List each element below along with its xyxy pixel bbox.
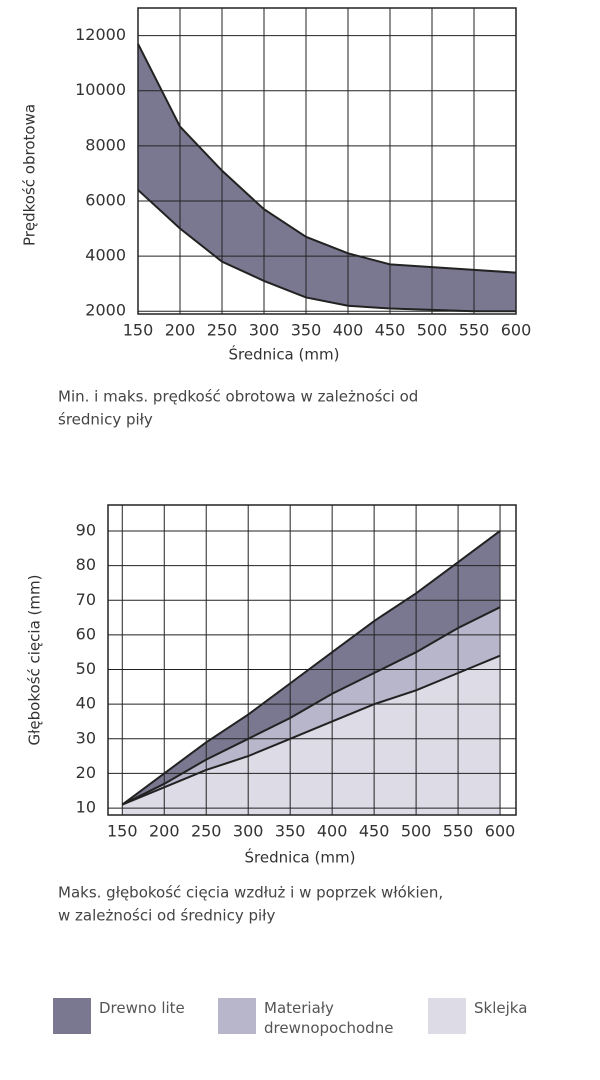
x-tick-label: 500 xyxy=(401,822,432,841)
legend-entry: Materiały drewnopochodne xyxy=(218,998,394,1038)
y-tick-label: 30 xyxy=(76,728,96,747)
caption: w zależności od średnicy piły xyxy=(58,907,275,925)
x-tick-label: 200 xyxy=(149,822,180,841)
x-tick-label: 300 xyxy=(233,822,264,841)
x-tick-label: 350 xyxy=(291,321,322,340)
y-tick-label: 60 xyxy=(76,624,96,643)
x-tick-label: 550 xyxy=(443,822,474,841)
y-tick-label: 40 xyxy=(76,694,96,713)
plot-frame xyxy=(107,504,517,816)
x-tick-label: 600 xyxy=(485,822,516,841)
x-tick-label: 500 xyxy=(417,321,448,340)
legend-label: Drewno lite xyxy=(99,999,185,1017)
area-edge xyxy=(121,654,501,806)
x-tick-label: 250 xyxy=(191,822,222,841)
y-tick-label: 10000 xyxy=(75,80,126,99)
x-tick-label: 200 xyxy=(165,321,196,340)
y-tick-label: 80 xyxy=(76,555,96,574)
y-tick-label: 2000 xyxy=(85,301,126,320)
y-axis-label: Prędkość obrotowa xyxy=(21,104,39,246)
legend-swatch xyxy=(428,998,466,1034)
legend-swatch xyxy=(53,998,91,1034)
x-tick-label: 400 xyxy=(317,822,348,841)
legend-label: Sklejka xyxy=(474,999,528,1017)
y-tick-label: 12000 xyxy=(75,25,126,44)
y-tick-label: 90 xyxy=(76,520,96,539)
legend-label: Materiały drewnopochodne xyxy=(264,999,394,1037)
plot-frame xyxy=(137,7,517,315)
caption: Min. i maks. prędkość obrotowa w zależno… xyxy=(58,388,418,406)
x-axis-label: Średnica (mm) xyxy=(245,848,356,867)
y-tick-label: 70 xyxy=(76,590,96,609)
x-tick-label: 150 xyxy=(123,321,154,340)
y-tick-label: 4000 xyxy=(85,246,126,265)
area xyxy=(122,655,501,815)
y-tick-label: 8000 xyxy=(85,135,126,154)
range-band xyxy=(138,43,516,312)
caption: średnicy piły xyxy=(58,411,153,429)
x-tick-label: 450 xyxy=(375,321,406,340)
x-tick-label: 400 xyxy=(333,321,364,340)
x-tick-label: 250 xyxy=(207,321,238,340)
x-axis-label: Średnica (mm) xyxy=(229,345,340,364)
x-tick-label: 550 xyxy=(459,321,490,340)
x-tick-label: 150 xyxy=(107,822,138,841)
y-axis-label: Głębokość cięcia (mm) xyxy=(26,575,44,746)
y-tick-label: 50 xyxy=(76,659,96,678)
x-tick-label: 450 xyxy=(359,822,390,841)
legend-entry: Drewno lite xyxy=(53,998,219,1034)
legend-entry: Sklejka xyxy=(428,998,594,1034)
caption: Maks. głębokość cięcia wzdłuż i w poprze… xyxy=(58,884,443,902)
x-tick-label: 600 xyxy=(501,321,532,340)
area-edge xyxy=(121,530,501,806)
y-tick-label: 20 xyxy=(76,763,96,782)
area-edge xyxy=(121,606,501,806)
max-line xyxy=(137,43,517,274)
x-tick-label: 350 xyxy=(275,822,306,841)
y-tick-label: 6000 xyxy=(85,190,126,209)
y-tick-label: 10 xyxy=(76,798,96,817)
min-line xyxy=(137,189,516,313)
legend-swatch xyxy=(218,998,256,1034)
x-tick-label: 300 xyxy=(249,321,280,340)
